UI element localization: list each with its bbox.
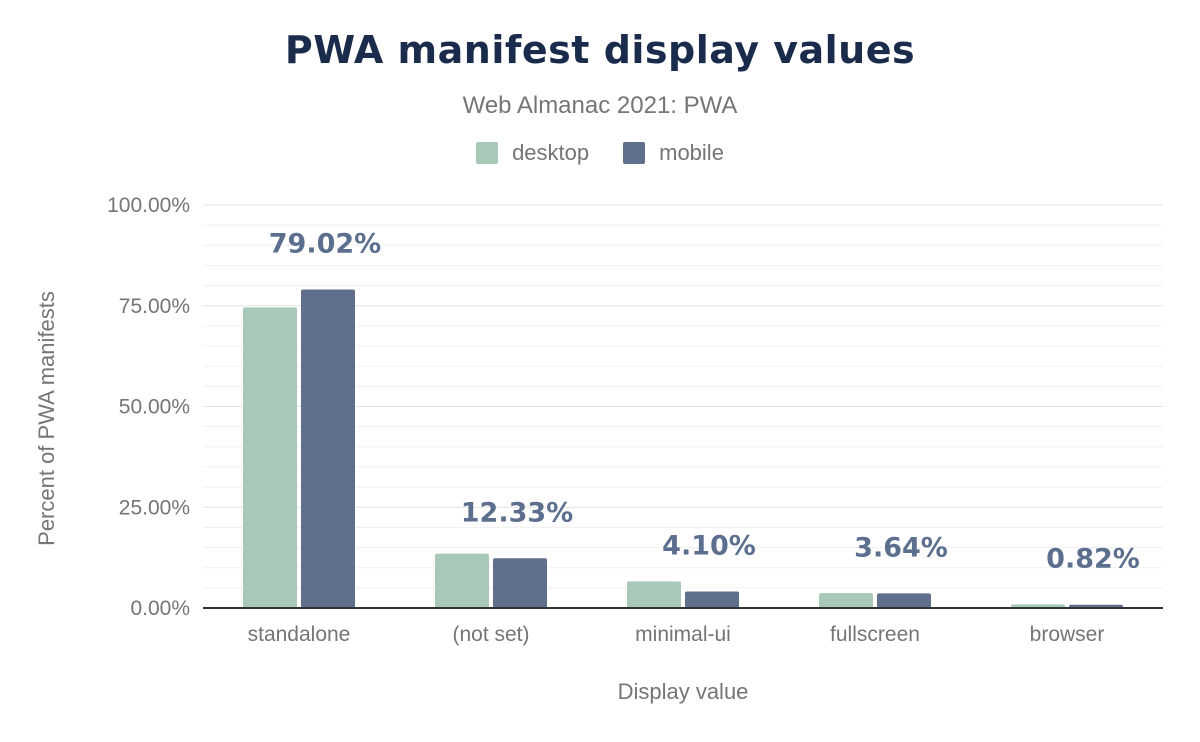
y-tick-label: 75.00% xyxy=(119,295,190,318)
chart-subtitle: Web Almanac 2021: PWA xyxy=(462,92,738,119)
legend-swatch-desktop xyxy=(476,142,499,164)
y-tick-label: 25.00% xyxy=(119,496,190,519)
x-axis-title: Display value xyxy=(618,679,749,704)
bar-mobile xyxy=(301,289,355,608)
chart-title: PWA manifest display values xyxy=(284,28,916,72)
legend-swatch-mobile xyxy=(623,142,646,164)
bar-desktop xyxy=(435,553,489,608)
x-tick-label: (not set) xyxy=(452,623,529,646)
data-label: 0.82% xyxy=(1046,544,1140,575)
legend-item-mobile[interactable]: mobile xyxy=(623,140,724,166)
y-tick-label: 100.00% xyxy=(107,194,190,217)
bar-desktop xyxy=(819,593,873,608)
x-tick-label: minimal-ui xyxy=(635,623,731,646)
y-tick-label: 0.00% xyxy=(130,597,190,620)
bar-desktop xyxy=(627,581,681,608)
legend-item-desktop[interactable]: desktop xyxy=(476,140,589,166)
y-tick-label: 50.00% xyxy=(119,396,190,419)
x-tick-label: browser xyxy=(1030,623,1105,646)
data-labels: 79.02% 12.33% 4.10% 3.64% 0.82% xyxy=(269,229,1140,575)
chart-legend: desktop mobile xyxy=(0,140,1200,166)
bar-mobile xyxy=(493,558,547,608)
y-axis-title: Percent of PWA manifests xyxy=(34,291,59,546)
grid-lines xyxy=(203,204,1163,589)
legend-label-desktop: desktop xyxy=(512,140,590,165)
legend-label-mobile: mobile xyxy=(659,140,724,165)
data-label: 3.64% xyxy=(854,532,948,563)
data-label: 4.10% xyxy=(662,530,756,561)
bars xyxy=(243,289,1123,608)
bar-mobile xyxy=(685,591,739,608)
data-label: 12.33% xyxy=(461,497,573,528)
y-axis-ticks: 0.00% 25.00% 50.00% 75.00% 100.00% xyxy=(107,194,190,620)
x-tick-label: standalone xyxy=(248,623,351,646)
x-axis-ticks: standalone (not set) minimal-ui fullscreen b… xyxy=(248,623,1105,646)
data-label: 79.02% xyxy=(269,229,381,260)
bar-desktop xyxy=(243,307,297,608)
x-tick-label: fullscreen xyxy=(830,623,920,646)
bar-mobile xyxy=(877,593,931,608)
